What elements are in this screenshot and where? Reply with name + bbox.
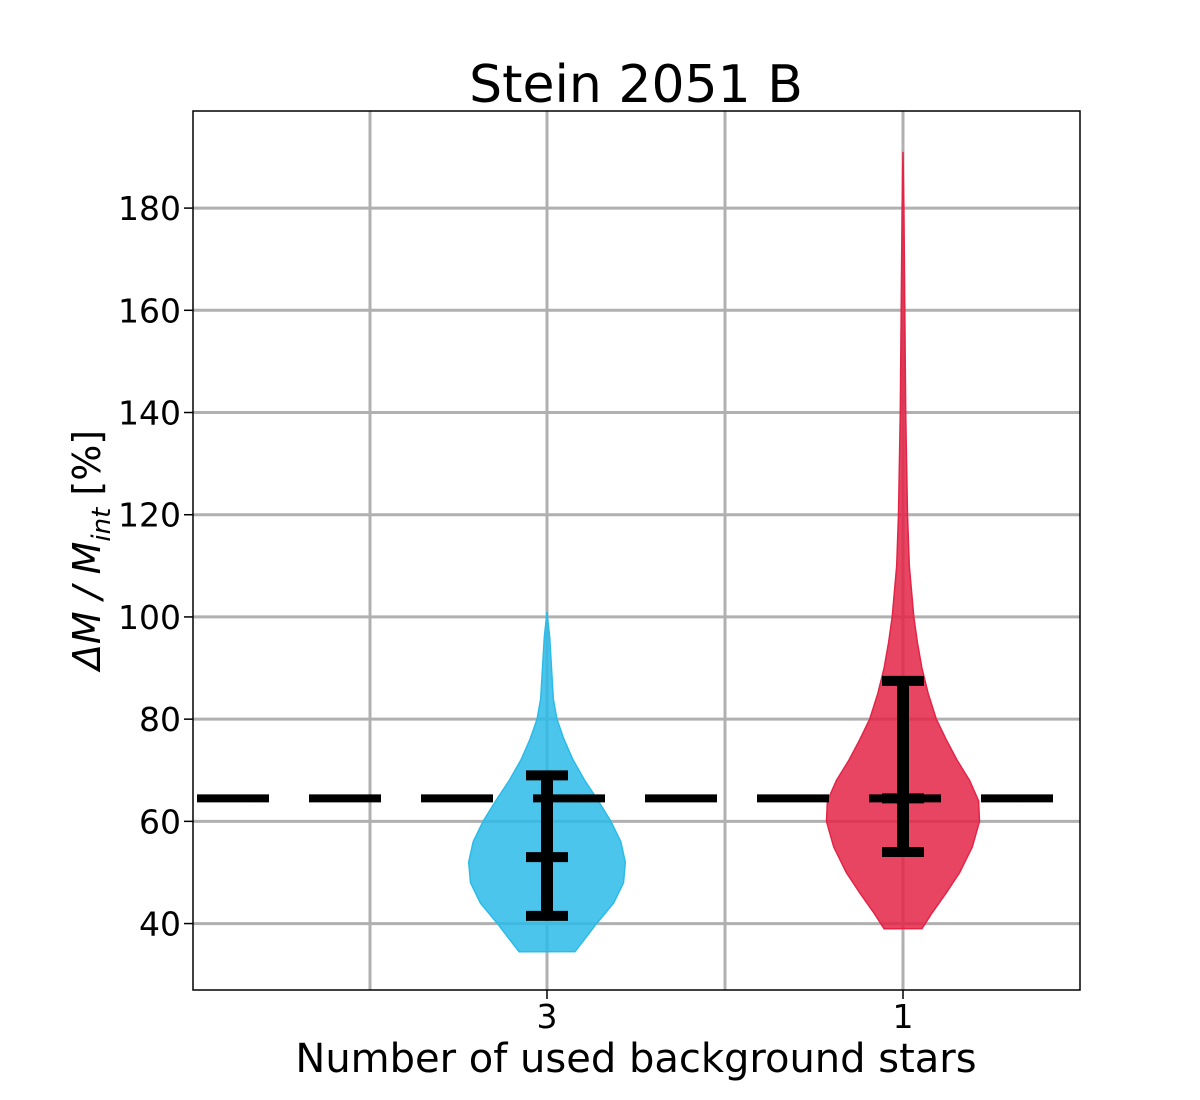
y-tick-label: 60 [139,802,181,841]
x-tick-label-1: 1 [893,997,914,1036]
y-tick-label: 120 [118,496,181,535]
y-tick-label: 160 [118,291,181,330]
y-axis-label-main: ΔM / M [65,542,109,674]
y-axis-label: ΔM / Mint [%] [65,430,117,673]
violin-body-1 [825,151,981,930]
y-tick-label: 100 [118,598,181,637]
plot-frame [192,110,1081,991]
x-tick-label-3: 3 [537,997,558,1036]
chart-title: Stein 2051 B [469,55,803,115]
x-axis-label: Number of used background stars [295,1036,976,1082]
y-axis-label-subscript: int [87,507,117,542]
y-tick-label: 180 [118,189,181,228]
plot-area: 40 60 80 100 120 140 160 180 3 1 [118,110,1081,1036]
y-tick-label: 80 [139,700,181,739]
y-axis-label-unit: [%] [65,430,109,508]
y-tick-label: 40 [139,905,181,944]
y-tick-label: 140 [118,394,181,433]
